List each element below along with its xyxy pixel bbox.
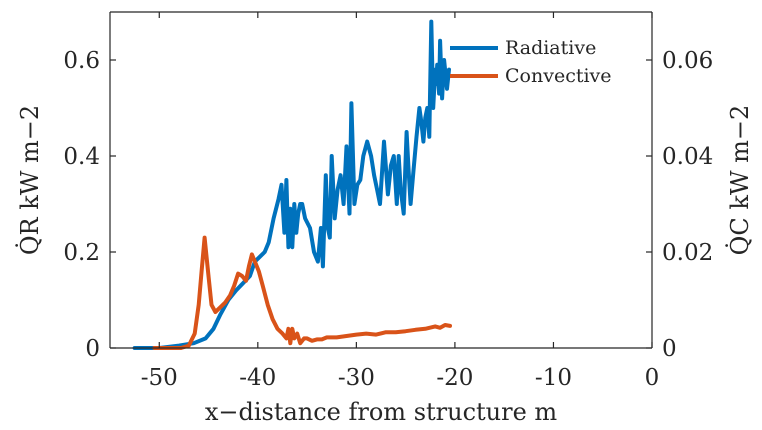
series-line-convective	[152, 235, 452, 350]
x-tick-label: -10	[535, 365, 572, 391]
y-left-tick-label: 0.6	[63, 48, 100, 74]
x-axis-title: x−distance from structure m	[205, 398, 558, 426]
y-right-tick-label: 0	[662, 336, 677, 362]
series-layer	[132, 19, 452, 350]
x-tick-label: -40	[239, 365, 276, 391]
labels-layer: x−distance from structure m Q̇R kW m−2 Q̇C…	[16, 105, 754, 426]
x-tick-label: -50	[141, 365, 178, 391]
y-left-tick-label: 0.2	[63, 240, 100, 266]
y-left-tick-label: 0	[85, 336, 100, 362]
x-tick-label: 0	[645, 365, 660, 391]
y-left-tick-label: 0.4	[63, 144, 100, 170]
legend-label: Radiative	[505, 37, 596, 59]
axes-layer	[109, 11, 653, 349]
y-right-axis-title: Q̇C kW m−2	[726, 105, 754, 256]
y-right-tick-label: 0.02	[662, 240, 713, 266]
series-line-radiative	[132, 19, 451, 350]
y-left-axis-title: Q̇R kW m−2	[16, 105, 44, 255]
legend-layer: Radiative Convective	[450, 37, 612, 87]
ticks-layer: -50 -40 -30 -20 -10 000.20.40.600.020.040.06	[63, 12, 713, 391]
legend-label: Convective	[505, 65, 612, 87]
x-tick-label: -20	[436, 365, 473, 391]
x-tick-label: -30	[338, 365, 375, 391]
y-right-tick-label: 0.04	[662, 144, 713, 170]
y-right-tick-label: 0.06	[662, 48, 713, 74]
